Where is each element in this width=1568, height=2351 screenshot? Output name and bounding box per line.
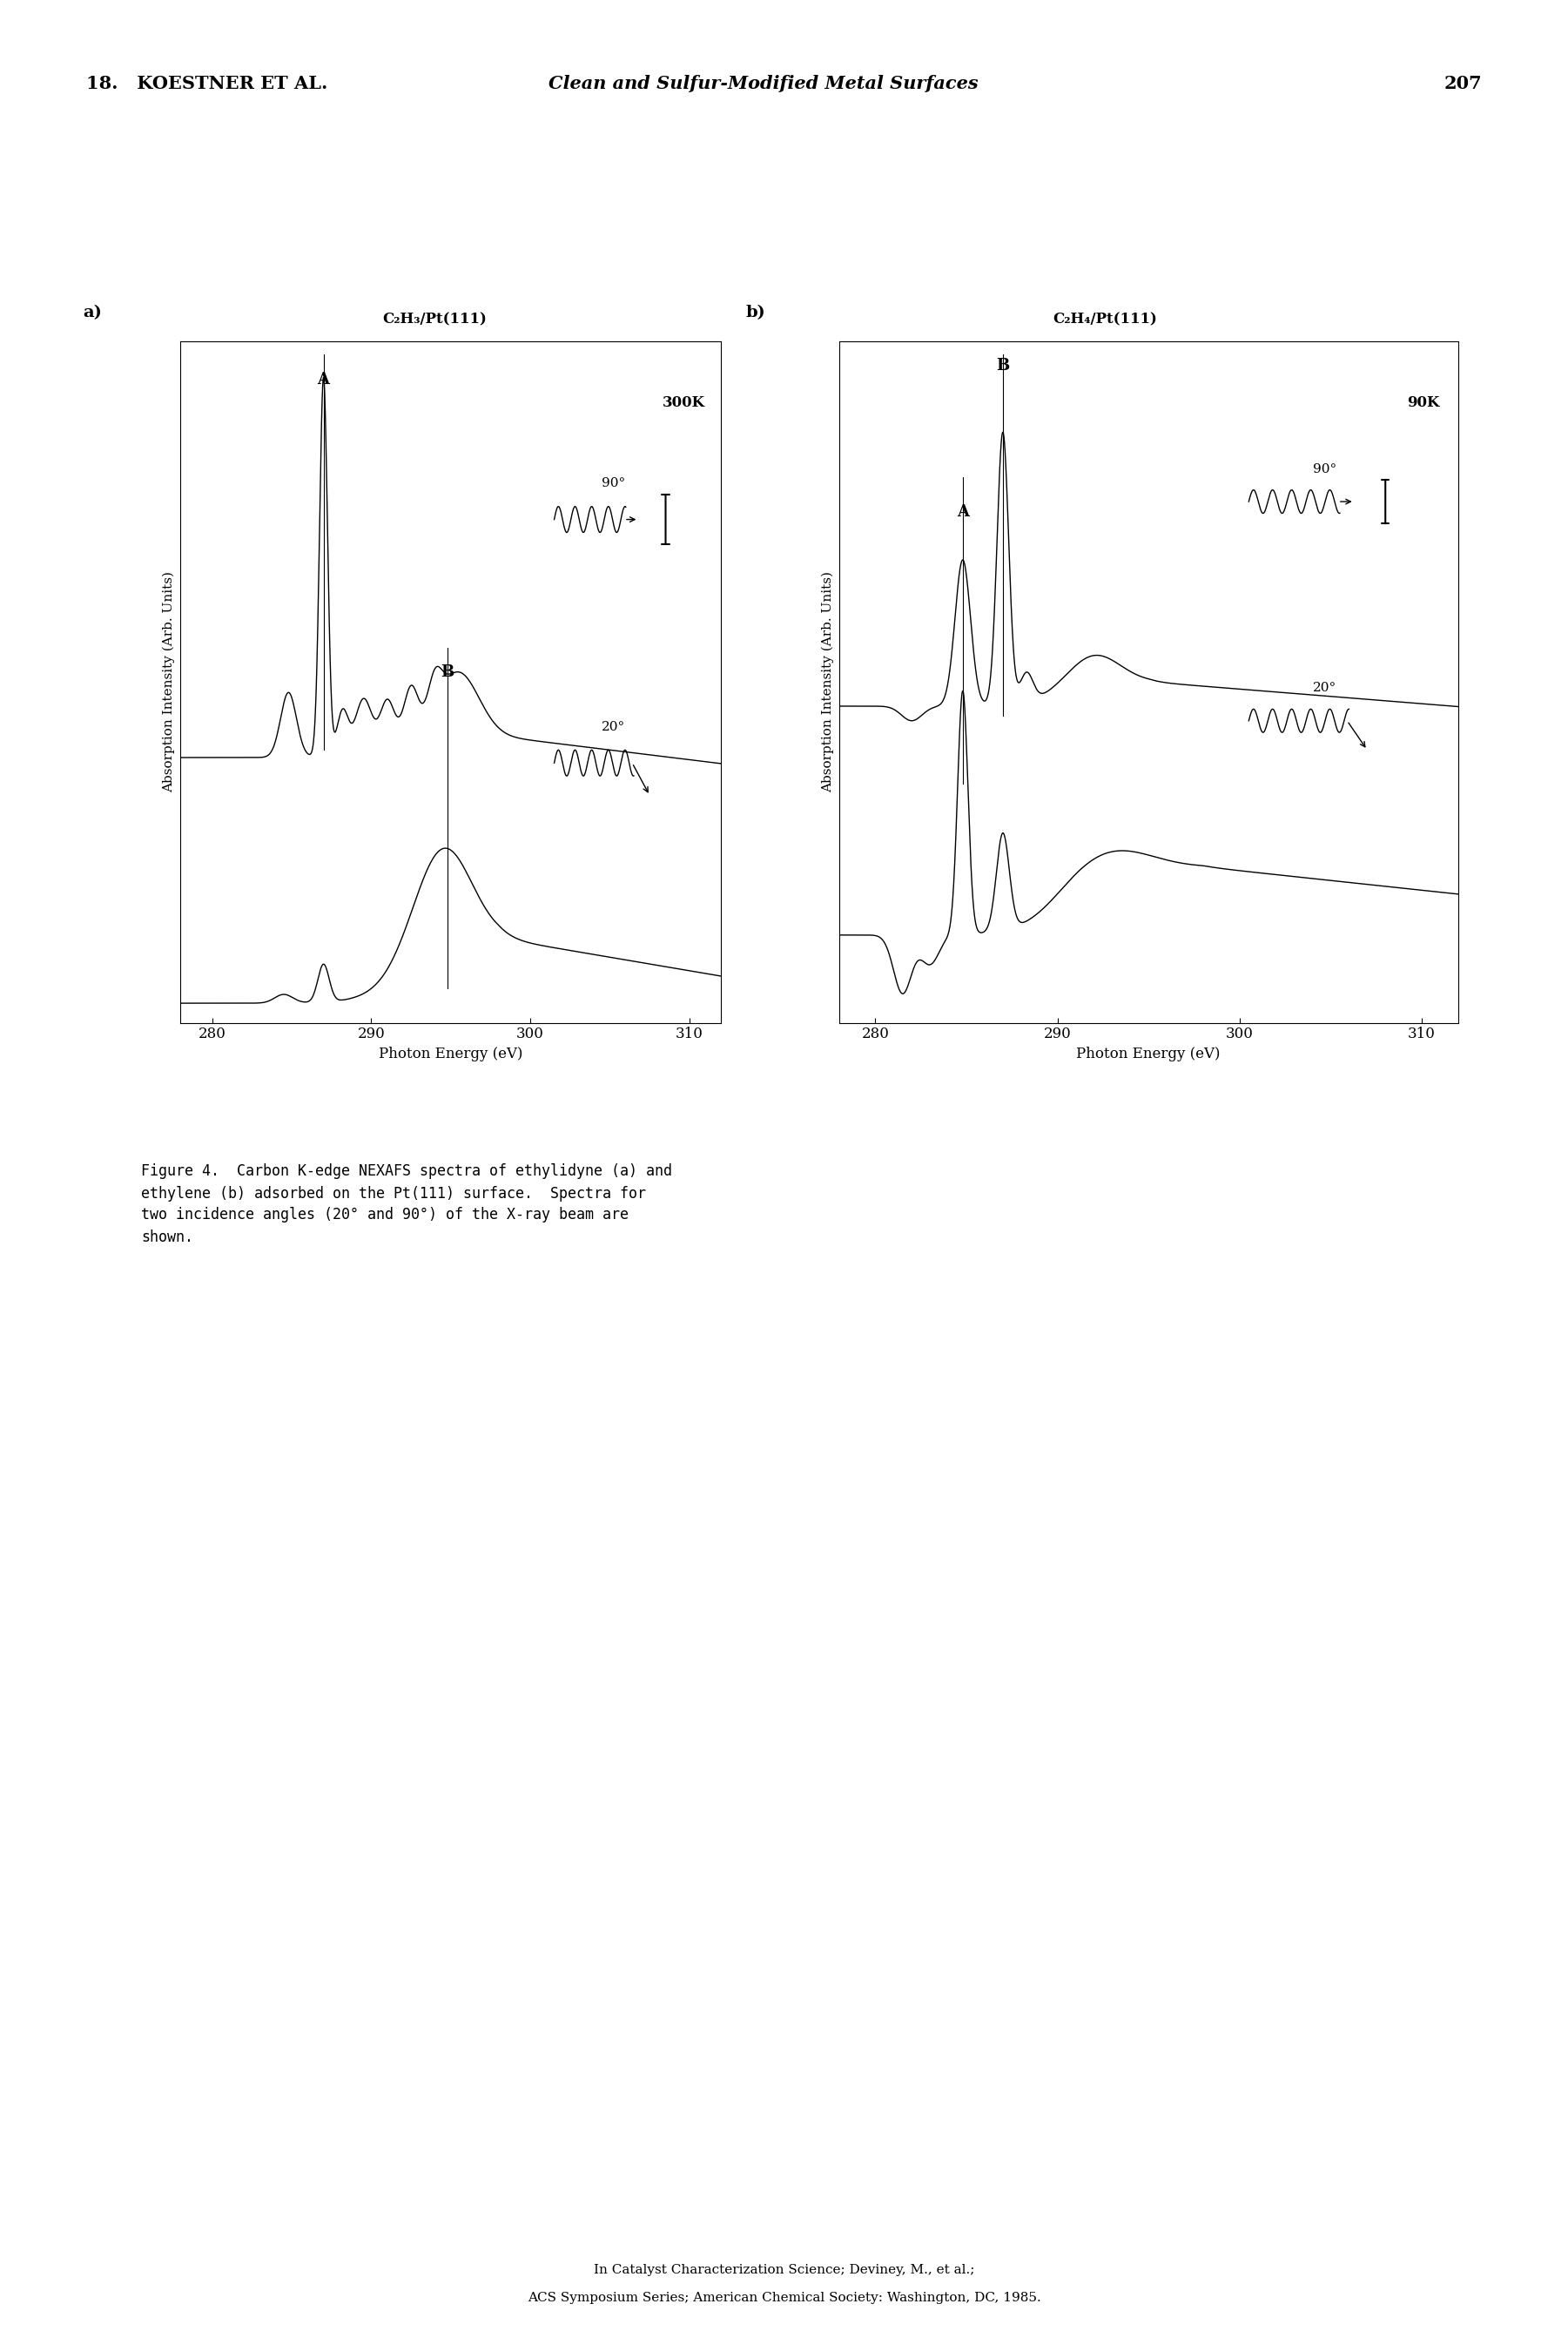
- Text: 300K: 300K: [662, 395, 706, 409]
- Text: 20°: 20°: [1312, 682, 1336, 694]
- Text: Clean and Sulfur-Modified Metal Surfaces: Clean and Sulfur-Modified Metal Surfaces: [549, 75, 978, 92]
- Text: A: A: [956, 503, 969, 520]
- Y-axis label: Absorption Intensity (Arb. Units): Absorption Intensity (Arb. Units): [163, 571, 176, 792]
- Text: a): a): [83, 306, 102, 320]
- Text: 18.   KOESTNER ET AL.: 18. KOESTNER ET AL.: [86, 75, 328, 92]
- Text: Figure 4.  Carbon K-edge NEXAFS spectra of ethylidyne (a) and
ethylene (b) adsor: Figure 4. Carbon K-edge NEXAFS spectra o…: [141, 1164, 673, 1244]
- Text: 207: 207: [1444, 75, 1482, 92]
- X-axis label: Photon Energy (eV): Photon Energy (eV): [1077, 1046, 1220, 1060]
- Text: In Catalyst Characterization Science; Deviney, M., et al.;: In Catalyst Characterization Science; De…: [594, 2264, 974, 2276]
- Y-axis label: Absorption Intensity (Arb. Units): Absorption Intensity (Arb. Units): [822, 571, 834, 792]
- Text: 90°: 90°: [602, 477, 626, 489]
- Text: C₂H₄/Pt(111): C₂H₄/Pt(111): [1054, 313, 1157, 327]
- Text: B: B: [996, 357, 1010, 374]
- Text: 20°: 20°: [602, 722, 626, 734]
- Text: B: B: [441, 665, 455, 679]
- Text: ACS Symposium Series; American Chemical Society: Washington, DC, 1985.: ACS Symposium Series; American Chemical …: [527, 2292, 1041, 2304]
- Text: 90K: 90K: [1406, 395, 1439, 409]
- X-axis label: Photon Energy (eV): Photon Energy (eV): [379, 1046, 522, 1060]
- Text: b): b): [746, 306, 765, 320]
- Text: A: A: [317, 371, 329, 388]
- Text: C₂H₃/Pt(111): C₂H₃/Pt(111): [383, 313, 486, 327]
- Text: 90°: 90°: [1312, 463, 1336, 475]
